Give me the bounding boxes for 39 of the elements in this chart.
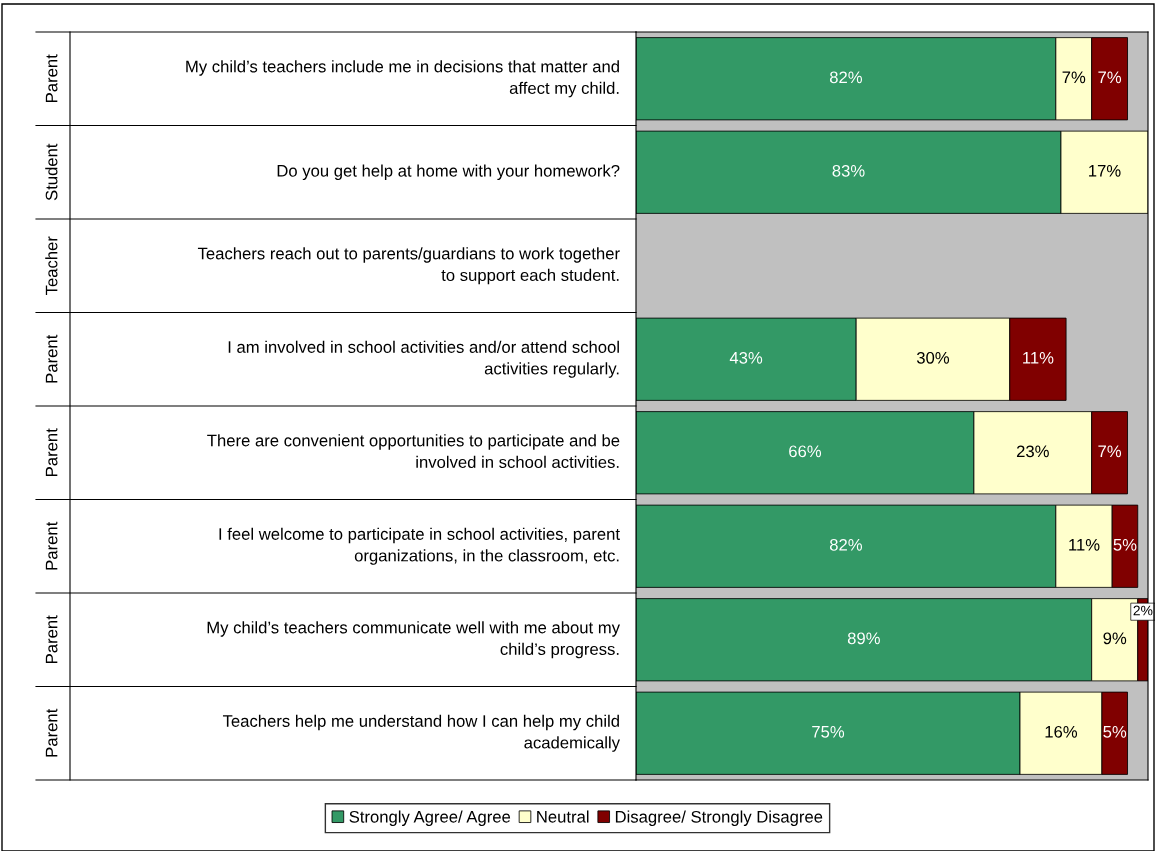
data-label: 7% [1098, 445, 1122, 458]
data-label: 7% [1062, 71, 1086, 84]
y-tick-label: I am involved in school activities and/or attend school activities regularly. [228, 340, 619, 378]
data-label: 7% [1098, 71, 1122, 84]
data-label: 16% [1045, 725, 1078, 738]
legend-label: Disagree/ Strongly Disagree [615, 810, 823, 826]
text: Parent [45, 521, 58, 570]
data-label: 30% [916, 351, 950, 364]
data-label: 5% [1103, 725, 1127, 738]
text: Student [45, 143, 58, 201]
y-tick-label: Teachers reach out to parents/guardians to work together to support each student. [197, 247, 620, 285]
data-label: 2% [1133, 605, 1153, 616]
data-label: 11% [1023, 351, 1054, 364]
y-tick-label: Do you get help at home with your homework? [277, 164, 620, 181]
y-tick-label: There are convenient opportunities to participate and be involved in school activities. [207, 434, 620, 469]
text: Teacher [45, 236, 58, 296]
y-tick-label: My child’s teachers include me in decisions that matter and affect my child. [186, 60, 619, 98]
text: Parent [45, 708, 58, 757]
y-tick-label: Teachers help me understand how I can help my child academically [222, 714, 620, 752]
data-label: 43% [729, 351, 763, 364]
data-label: 23% [1016, 445, 1049, 458]
data-label: 66% [789, 445, 822, 458]
data-label: 89% [847, 632, 880, 645]
data-label: 11% [1069, 538, 1100, 551]
data-label: 82% [829, 71, 863, 84]
legend-label: Neutral [537, 810, 589, 823]
text: Parent [45, 54, 58, 102]
text: Parent [45, 615, 58, 663]
y-tick-label: I feel welcome to participate in school activities, parent organizations, in the classroom, etc. [219, 527, 620, 565]
text: Parent [45, 428, 58, 476]
data-label: 5% [1113, 538, 1137, 551]
data-label: 83% [832, 164, 865, 177]
data-label: 17% [1089, 164, 1121, 177]
data-label: 9% [1103, 632, 1127, 645]
data-label: 75% [812, 725, 845, 738]
data-label: 82% [829, 538, 863, 551]
y-tick-label: My child’s teachers communicate well with me about my child’s progress. [207, 621, 620, 659]
legend-label: Strongly Agree/ Agree [349, 810, 511, 826]
text: Parent [45, 334, 58, 383]
